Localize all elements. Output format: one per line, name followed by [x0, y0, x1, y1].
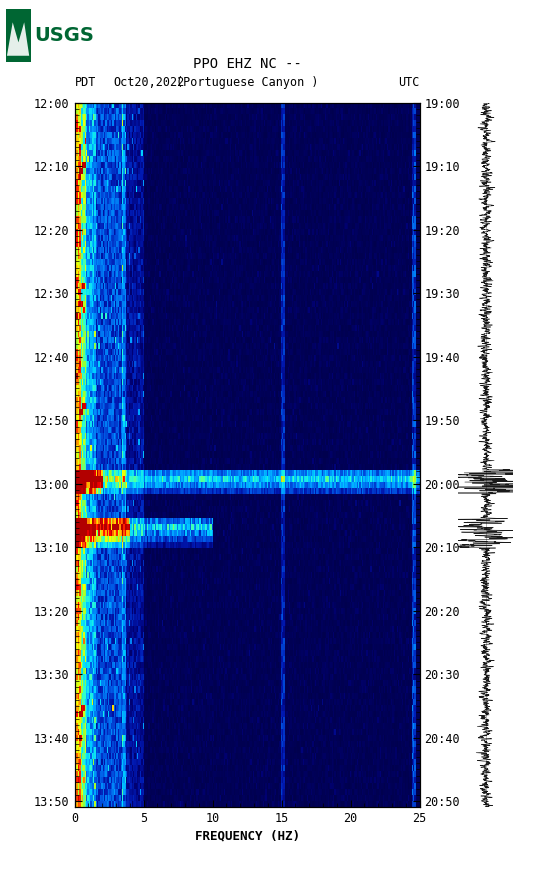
FancyBboxPatch shape: [6, 9, 31, 62]
X-axis label: FREQUENCY (HZ): FREQUENCY (HZ): [194, 830, 300, 842]
Text: UTC: UTC: [398, 76, 420, 89]
Text: (Portuguese Canyon ): (Portuguese Canyon ): [176, 76, 319, 89]
Polygon shape: [7, 22, 29, 55]
Text: USGS: USGS: [34, 26, 94, 45]
Text: PPO EHZ NC --: PPO EHZ NC --: [193, 57, 301, 71]
Text: PDT: PDT: [75, 76, 96, 89]
Text: Oct20,2022: Oct20,2022: [113, 76, 184, 89]
